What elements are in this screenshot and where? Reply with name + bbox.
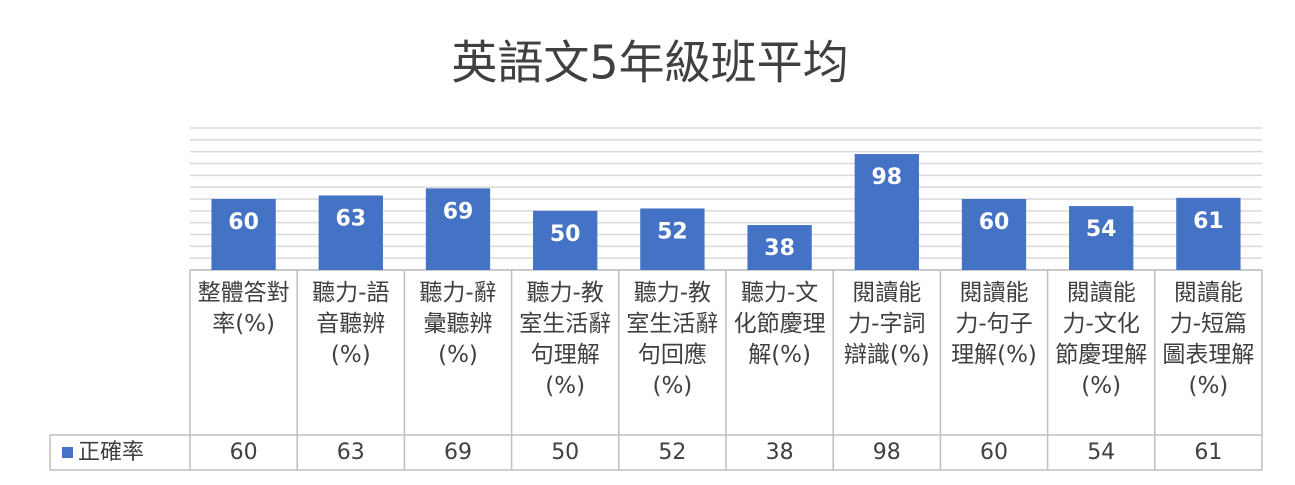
bar xyxy=(1176,197,1241,270)
data-label: 61 xyxy=(1193,209,1224,234)
data-label: 60 xyxy=(228,210,259,235)
bar xyxy=(1069,206,1134,270)
bar xyxy=(425,188,491,270)
bar xyxy=(640,208,705,270)
legend-label: 正確率 xyxy=(78,440,144,465)
table-value: 60 xyxy=(980,440,1008,465)
data-label: 54 xyxy=(1086,217,1117,242)
bar xyxy=(961,199,1027,270)
bar xyxy=(533,210,598,270)
x-tick-label: 閱讀能力-句子理解(%) xyxy=(951,280,1037,368)
x-tick-label: 聽力-文化節慶理解(%) xyxy=(733,280,826,368)
data-label: 38 xyxy=(764,236,795,261)
data-label: 50 xyxy=(550,222,581,247)
bar xyxy=(747,225,812,270)
table-value: 60 xyxy=(230,440,258,465)
table-value: 69 xyxy=(444,440,472,465)
table-value: 98 xyxy=(873,440,901,465)
table-value: 52 xyxy=(658,440,686,465)
table-value: 63 xyxy=(337,440,365,465)
x-tick-label: 聽力-辭彙聽辨(%) xyxy=(419,280,497,368)
data-label: 52 xyxy=(657,219,688,244)
table-value: 38 xyxy=(766,440,794,465)
x-tick-label: 聽力-教室生活辭句回應(%) xyxy=(626,280,719,399)
x-tick-label: 閱讀能力-文化節慶理解(%) xyxy=(1055,280,1148,399)
chart-title: 英語文5年級班平均 xyxy=(451,36,848,90)
table-value: 61 xyxy=(1194,440,1222,465)
x-tick-label: 閱讀能力-短篇圖表理解(%) xyxy=(1162,280,1255,399)
x-tick-label: 整體答對率(%) xyxy=(197,280,290,337)
data-label: 63 xyxy=(335,206,366,231)
data-label: 98 xyxy=(871,165,902,190)
data-label: 60 xyxy=(979,210,1010,235)
x-tick-label: 聽力-語音聽辨(%) xyxy=(312,280,390,368)
table-value: 54 xyxy=(1087,440,1115,465)
bar xyxy=(211,199,276,270)
x-tick-label: 聽力-教室生活辭句理解(%) xyxy=(519,280,612,399)
bar xyxy=(854,154,919,270)
data-label: 69 xyxy=(443,199,474,224)
x-tick-label: 閱讀能力-字詞辯識(%) xyxy=(843,280,930,368)
table-value: 50 xyxy=(551,440,579,465)
bar xyxy=(318,195,383,270)
legend-swatch xyxy=(62,447,73,458)
